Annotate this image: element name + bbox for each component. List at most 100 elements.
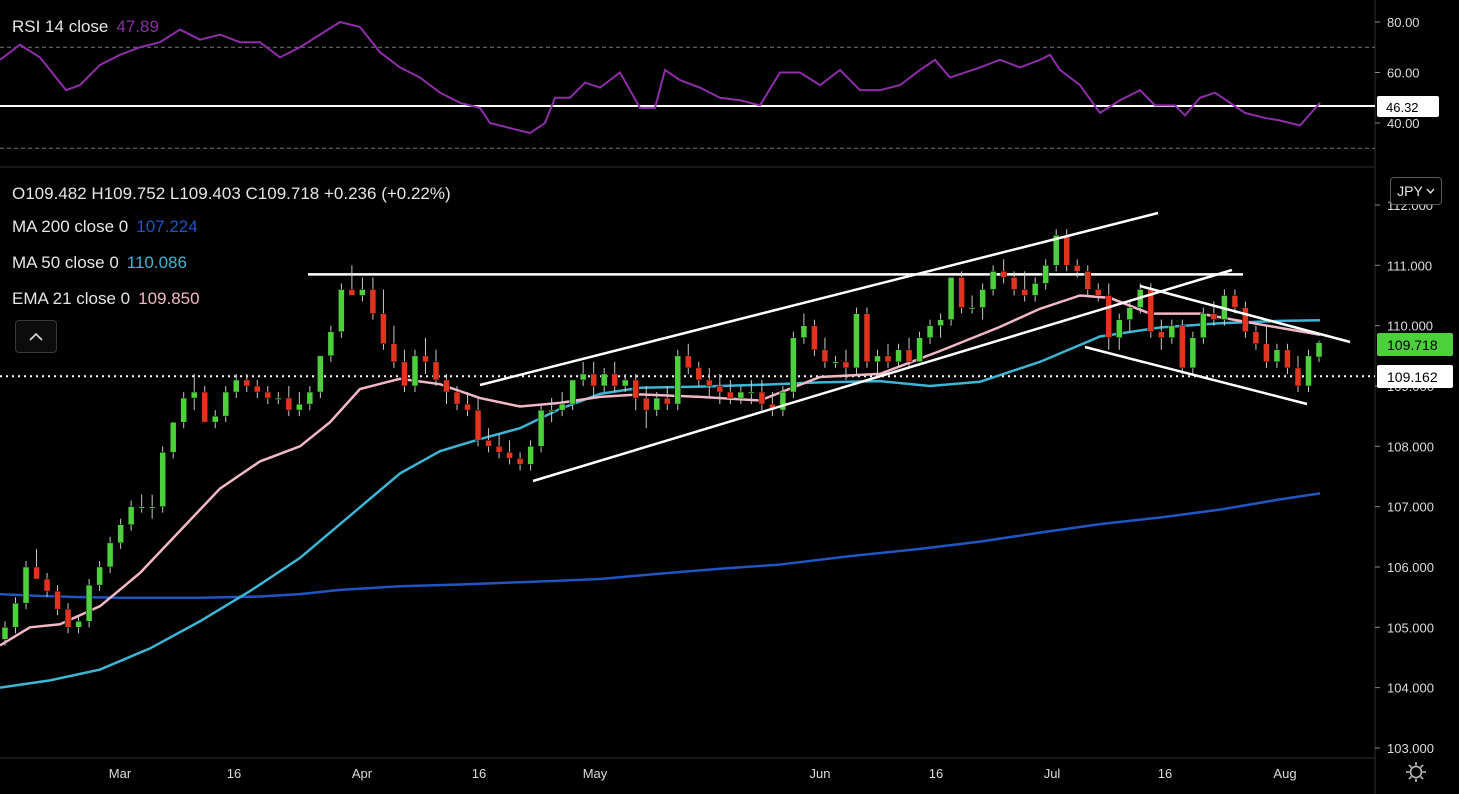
time-tick-label: Jun	[810, 766, 831, 781]
ema21-value: 109.850	[138, 289, 200, 308]
candle	[989, 265, 997, 296]
time-tick-label: Apr	[352, 766, 373, 781]
candle-body	[527, 446, 534, 465]
collapse-legend-button[interactable]	[15, 320, 57, 353]
candle	[127, 500, 135, 531]
candle-body	[1252, 331, 1260, 345]
candle	[1147, 283, 1155, 338]
candle	[338, 283, 345, 338]
candle	[621, 373, 629, 393]
candle-body	[1063, 234, 1070, 266]
ma200-legend: MA 200 close 0 107.224	[12, 217, 198, 237]
ohlc-high: H109.752	[91, 184, 166, 203]
candle	[937, 313, 944, 338]
candle-body	[1294, 367, 1302, 387]
candle	[579, 361, 587, 386]
candle-body	[1021, 289, 1028, 296]
candle	[190, 373, 198, 411]
time-tick-label: 16	[1158, 766, 1172, 781]
candle-body	[1084, 271, 1091, 290]
currency-label: JPY	[1397, 183, 1423, 199]
candle	[506, 440, 513, 465]
candle-body	[579, 373, 587, 381]
ma200-line	[0, 492, 1321, 599]
candle	[75, 615, 82, 634]
ohlc-low: L109.403	[169, 184, 241, 203]
candle	[359, 277, 366, 302]
candle	[159, 446, 166, 513]
candle	[380, 289, 387, 350]
candle	[611, 361, 618, 393]
candle-body	[916, 337, 923, 363]
candle	[1200, 307, 1207, 344]
candle	[348, 265, 356, 296]
last-price-label: 109.718	[1387, 337, 1438, 353]
candle-body	[1179, 325, 1186, 369]
candle	[548, 398, 555, 423]
candle-body	[75, 621, 82, 628]
candle-body	[380, 313, 387, 345]
candle	[748, 379, 755, 405]
candle	[716, 373, 724, 405]
candle	[1052, 229, 1060, 272]
rsi-value: 47.89	[116, 17, 159, 36]
candle-body	[453, 391, 461, 405]
candle	[43, 573, 51, 598]
candle-body	[1052, 234, 1060, 266]
candle	[264, 385, 272, 405]
candle	[1189, 331, 1197, 374]
dotted-level-label: 109.162	[1387, 369, 1438, 385]
ohlc-legend: O109.482 H109.752 L109.403 C109.718 +0.2…	[12, 184, 451, 204]
rsi-tick-label: 80.00	[1387, 15, 1420, 30]
candle	[275, 392, 282, 405]
candle-body	[1105, 295, 1113, 338]
candle	[779, 385, 787, 417]
candle-body	[811, 325, 818, 351]
price-tick-label: 107.000	[1387, 500, 1434, 515]
candle	[926, 319, 934, 344]
candle	[401, 349, 408, 393]
candle-body	[800, 325, 808, 338]
ma200-label: MA 200 close 0	[12, 217, 129, 236]
candle	[1105, 283, 1113, 350]
candle	[243, 373, 251, 393]
rsi-tick-label: 60.00	[1387, 66, 1420, 81]
candle	[758, 379, 766, 411]
candle-body	[695, 367, 703, 381]
candle	[1315, 340, 1323, 362]
candle-body	[422, 355, 429, 363]
candle-body	[558, 403, 566, 411]
candle-body	[495, 446, 503, 453]
dotted-level-badge	[1377, 365, 1453, 388]
candle-body	[706, 379, 713, 387]
candle-body	[1010, 277, 1018, 290]
candle-body	[516, 458, 524, 465]
candle-body	[96, 566, 103, 586]
candle-body	[506, 452, 513, 459]
candle-body	[1000, 271, 1007, 278]
candle	[453, 385, 461, 411]
candle-body	[1073, 265, 1081, 272]
last-price-badge	[1377, 333, 1453, 356]
candle	[211, 410, 219, 429]
price-tick-label: 108.000	[1387, 439, 1434, 454]
settings-button[interactable]	[1403, 759, 1429, 785]
candle-body	[1042, 265, 1049, 284]
time-tick-label: 16	[472, 766, 486, 781]
trend-line	[1084, 345, 1308, 406]
trend-line	[532, 268, 1233, 483]
candle-body	[159, 452, 166, 507]
price-tick-label: 111.000	[1387, 258, 1432, 273]
candle-body	[22, 566, 30, 604]
price-tick-label: 105.000	[1387, 620, 1434, 635]
candle-body	[1094, 289, 1102, 296]
candle-body	[1284, 349, 1291, 369]
candle-body	[306, 391, 314, 405]
candle	[590, 361, 597, 399]
candle	[306, 385, 314, 411]
candle	[54, 585, 61, 616]
currency-selector[interactable]: JPY	[1390, 177, 1442, 205]
candle-body	[1315, 342, 1323, 358]
candle	[1126, 301, 1134, 332]
